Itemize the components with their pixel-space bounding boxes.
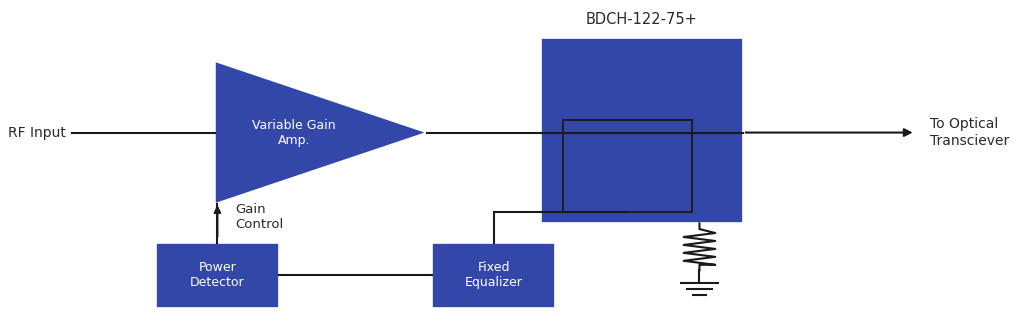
Text: Fixed
Equalizer: Fixed Equalizer [465,261,522,289]
Polygon shape [215,61,427,204]
Bar [541,39,742,223]
Text: RF Input: RF Input [8,125,66,140]
Bar [432,243,555,308]
Bar [156,243,280,308]
Text: To Optical
Transciever: To Optical Transciever [931,117,1010,148]
Text: Power
Detector: Power Detector [190,261,245,289]
Text: Variable Gain
Amp.: Variable Gain Amp. [252,118,336,147]
Bar [563,119,691,212]
Text: Gain
Control: Gain Control [236,203,284,231]
Text: BDCH-122-75+: BDCH-122-75+ [586,12,697,27]
